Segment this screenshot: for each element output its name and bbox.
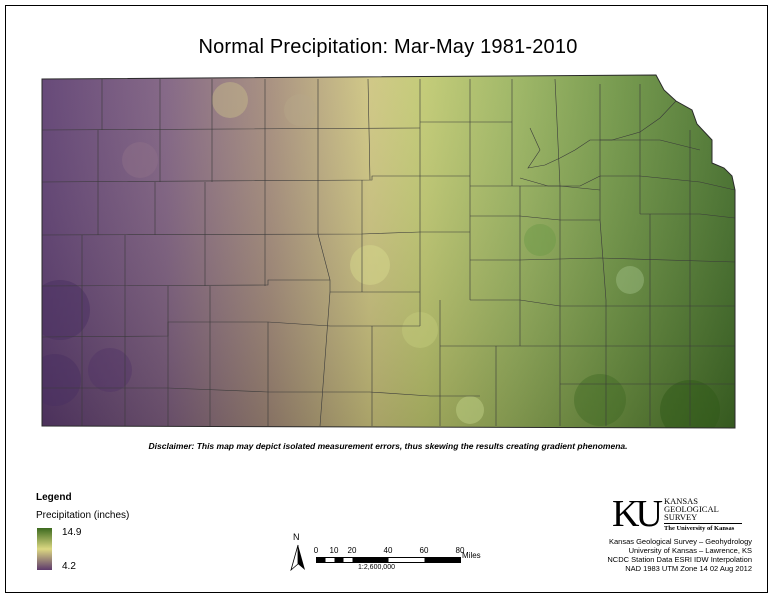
scale-bar (316, 557, 461, 563)
logo-university: The University of Kansas (664, 525, 735, 532)
credit-line: University of Kansas – Lawrence, KS (628, 546, 752, 555)
map-credits: Kansas Geological Survey – Geohydrology … (607, 537, 752, 573)
logo-line-survey: SURVEY (664, 512, 698, 522)
scale-tick-label: 20 (347, 546, 357, 555)
scale-ratio: 1:2,600,000 (358, 564, 395, 571)
scale-tick-label: 80 (455, 546, 465, 555)
scale-tick-label: 40 (383, 546, 393, 555)
scale-tick-label: 60 (419, 546, 429, 555)
map-title: Normal Precipitation: Mar-May 1981-2010 (198, 36, 578, 58)
disclaimer-text: Disclaimer: This map may depict isolated… (148, 441, 628, 451)
logo-line-kansas: KANSAS (664, 496, 699, 506)
scale-tick-label: 10 (329, 546, 339, 555)
legend-subtitle: Precipitation (inches) (36, 510, 130, 521)
credit-line: NAD 1983 UTM Zone 14 02 Aug 2012 (625, 564, 752, 573)
credit-line: Kansas Geological Survey – Geohydrology (609, 537, 752, 546)
kgs-logo: KU KANSAS GEOLOGICAL SURVEY The Universi… (612, 494, 742, 536)
legend-title: Legend (36, 492, 72, 503)
north-arrow-label: N (293, 532, 300, 542)
legend-min-label: 4.2 (62, 561, 76, 572)
scale-tick-label: 0 (313, 546, 319, 555)
logo-rule (664, 523, 742, 524)
credit-line: NCDC Station Data ESRI IDW Interpolation (607, 555, 752, 564)
legend-color-ramp (37, 528, 52, 570)
ku-mark: KU (612, 493, 663, 535)
north-arrow-icon (290, 544, 305, 572)
legend-max-label: 14.9 (62, 527, 82, 538)
map-frame (5, 5, 768, 593)
scale-unit: Miles (462, 551, 481, 560)
precipitation-surface (42, 75, 735, 428)
logo-line-geological: GEOLOGICAL (664, 504, 719, 514)
county-boundaries (42, 78, 735, 427)
